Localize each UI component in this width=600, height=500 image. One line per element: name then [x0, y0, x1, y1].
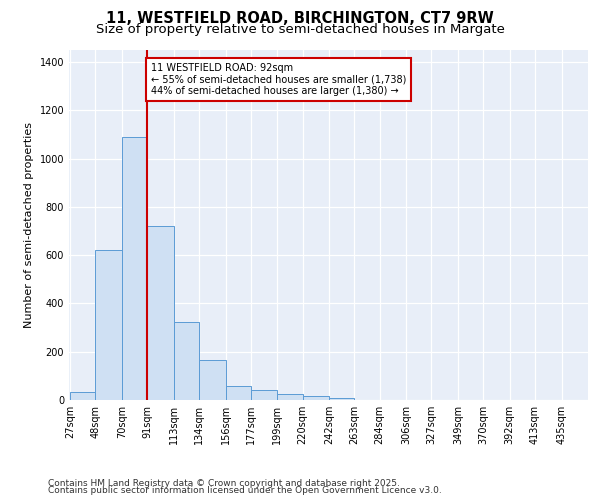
- Text: 11 WESTFIELD ROAD: 92sqm
← 55% of semi-detached houses are smaller (1,738)
44% o: 11 WESTFIELD ROAD: 92sqm ← 55% of semi-d…: [151, 64, 406, 96]
- Bar: [70, 392, 95, 400]
- Bar: [226, 386, 251, 400]
- Bar: [147, 226, 174, 400]
- Y-axis label: Number of semi-detached properties: Number of semi-detached properties: [24, 122, 34, 328]
- Bar: [122, 137, 147, 400]
- Bar: [251, 390, 277, 400]
- Bar: [174, 322, 199, 400]
- Bar: [277, 394, 302, 400]
- Bar: [199, 360, 226, 400]
- Bar: [95, 250, 122, 400]
- Text: Size of property relative to semi-detached houses in Margate: Size of property relative to semi-detach…: [95, 22, 505, 36]
- Text: 11, WESTFIELD ROAD, BIRCHINGTON, CT7 9RW: 11, WESTFIELD ROAD, BIRCHINGTON, CT7 9RW: [106, 11, 494, 26]
- Bar: [329, 398, 355, 400]
- Bar: [302, 396, 329, 400]
- Text: Contains HM Land Registry data © Crown copyright and database right 2025.: Contains HM Land Registry data © Crown c…: [48, 478, 400, 488]
- Text: Contains public sector information licensed under the Open Government Licence v3: Contains public sector information licen…: [48, 486, 442, 495]
